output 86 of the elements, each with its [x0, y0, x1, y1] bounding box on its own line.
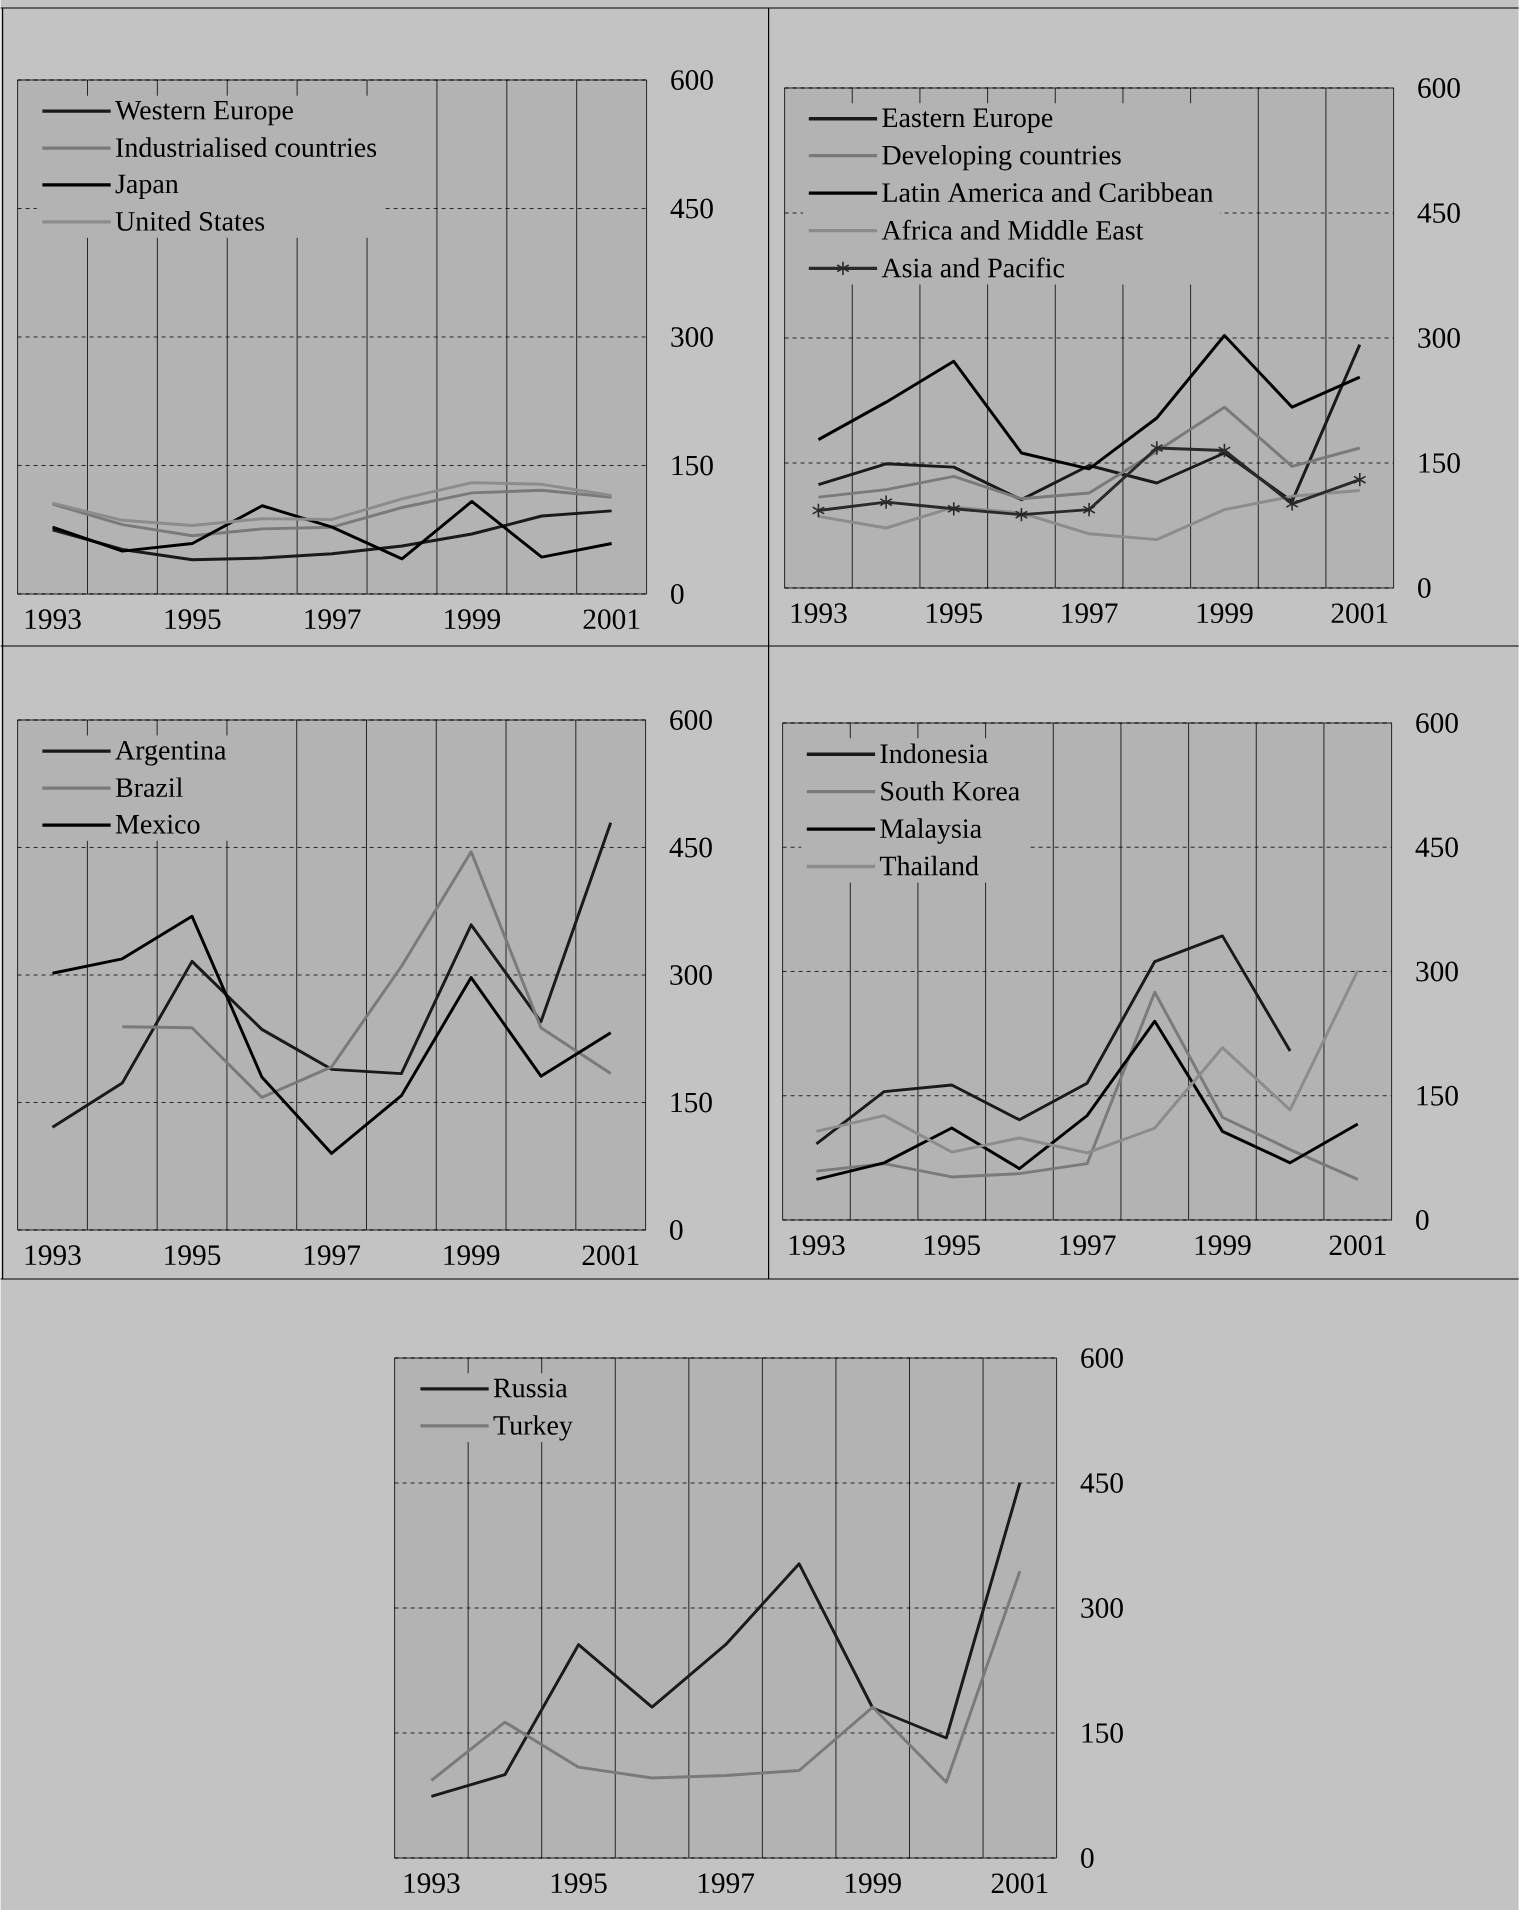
x-tick-label: 1995: [165, 609, 221, 630]
y-tick-label: 0: [669, 1220, 683, 1240]
x-tick-label: 1995: [924, 1235, 980, 1256]
legend-label: Eastern Europe: [882, 108, 1053, 133]
line-series: [816, 405, 1362, 501]
x-tick-label: 2001: [583, 609, 640, 630]
y-tick-label: 300: [1418, 328, 1460, 348]
x-tick-label: 1997: [1060, 1235, 1116, 1256]
line-series: [120, 850, 613, 1099]
point: [1217, 443, 1231, 458]
y-tick-label: 450: [1415, 837, 1458, 858]
x-tick-label: 1999: [445, 609, 500, 630]
y-tick-label: 150: [672, 455, 713, 476]
x-tick-label: 2001: [1329, 1235, 1386, 1256]
y-tick-label: 0: [1081, 1848, 1094, 1868]
y-tick-label: 150: [1419, 453, 1460, 473]
y-tick-label: 0: [1417, 578, 1431, 598]
legend-label: Developing countries: [882, 144, 1121, 171]
x-tick-label: 1997: [304, 1245, 360, 1266]
x-tick-label: 2001: [1331, 603, 1388, 624]
point: [811, 503, 825, 518]
point: [1150, 440, 1164, 456]
legend-label: Latin America and Caribbean: [882, 182, 1213, 203]
y-tick-label: 600: [1416, 713, 1458, 733]
line-series: [50, 488, 614, 538]
y-tick-label: 0: [1415, 1210, 1429, 1230]
line-series: [429, 1481, 1022, 1798]
y-tick-label: 0: [670, 584, 684, 604]
x-tick-label: 1993: [25, 1245, 81, 1266]
line-series: [814, 969, 1360, 1155]
legend-label: Western Europe: [114, 101, 293, 126]
legend-label: Turkey: [493, 1415, 573, 1441]
x-tick-label: 1995: [551, 1873, 607, 1894]
line-series: [429, 1569, 1022, 1784]
legend-label: South Korea: [881, 780, 1020, 801]
legend-label: Mexico: [115, 814, 200, 834]
legend-label: Industrialised countries: [115, 137, 377, 158]
y-tick-label: 450: [1417, 203, 1460, 223]
line-series: [50, 481, 614, 527]
y-tick-label: 300: [1081, 1598, 1123, 1618]
point: [947, 501, 961, 517]
y-tick-label: 600: [1081, 1348, 1123, 1368]
point: [1353, 472, 1367, 488]
x-tick-label: 2001: [991, 1873, 1048, 1894]
y-tick-label: 150: [1082, 1723, 1123, 1743]
line-series: [814, 990, 1360, 1181]
legend-label: Malaysia: [880, 818, 982, 844]
x-tick-label: 1995: [165, 1245, 221, 1266]
y-tick-label: 150: [671, 1092, 712, 1113]
legend-label: Russia: [493, 1378, 568, 1398]
x-tick-label: 1993: [25, 609, 81, 630]
x-tick-label: 2001: [582, 1245, 639, 1266]
point: [1014, 507, 1028, 523]
x-tick-label: 1999: [1195, 1235, 1251, 1256]
legend-label: Asia and Pacific: [881, 257, 1064, 278]
point: [879, 494, 893, 510]
legend-label: United States: [115, 211, 265, 231]
x-tick-label: 1993: [791, 603, 847, 624]
x-tick-label: 1993: [404, 1873, 460, 1894]
x-tick-label: 1999: [444, 1245, 500, 1266]
legend-label: Japan: [115, 174, 179, 200]
y-tick-label: 300: [671, 327, 713, 347]
y-tick-label: 600: [670, 710, 712, 730]
legend-label: Africa and Middle East: [881, 219, 1144, 240]
y-tick-label: 450: [669, 837, 712, 858]
x-tick-label: 1993: [789, 1235, 845, 1256]
y-tick-label: 450: [1080, 1473, 1123, 1493]
y-tick-label: 600: [1418, 78, 1460, 98]
x-tick-label: 1997: [698, 1873, 754, 1894]
legend-label: Argentina: [115, 740, 226, 766]
x-tick-label: 1999: [845, 1873, 901, 1894]
x-tick-label: 1997: [1062, 603, 1118, 624]
x-tick-label: 1995: [926, 603, 982, 624]
y-tick-label: 150: [1417, 1085, 1458, 1106]
x-tick-label: 1999: [1197, 603, 1253, 624]
legend-label: Brazil: [115, 777, 183, 798]
y-tick-label: 300: [1416, 961, 1458, 982]
legend-label: Thailand: [879, 855, 979, 876]
x-tick-label: 1997: [305, 609, 361, 630]
point: [1082, 502, 1096, 518]
y-tick-label: 300: [670, 965, 712, 985]
legend-label: Indonesia: [880, 743, 988, 764]
point: [1285, 496, 1299, 512]
line-series: [814, 934, 1292, 1146]
y-tick-label: 600: [671, 70, 713, 90]
y-tick-label: 450: [670, 198, 713, 219]
